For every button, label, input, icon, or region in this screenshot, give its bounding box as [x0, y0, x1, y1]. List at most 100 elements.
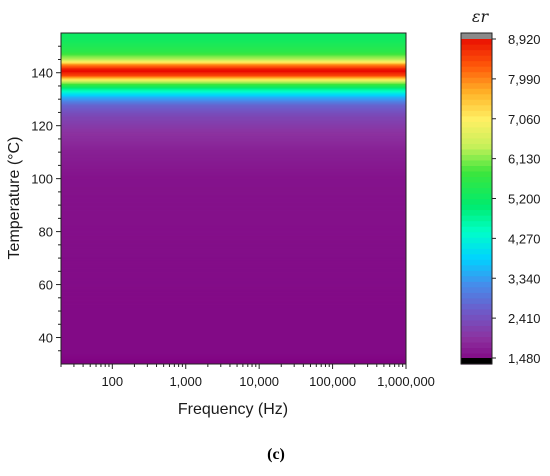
heatmap-band	[61, 197, 406, 200]
colorbar-step	[461, 314, 492, 321]
heatmap-band	[61, 340, 406, 343]
colorbar-step	[461, 347, 492, 354]
heatmap-band	[61, 227, 406, 230]
heatmap-band	[61, 36, 406, 39]
heatmap-band	[61, 175, 406, 178]
heatmap-band	[61, 63, 406, 66]
heatmap-band	[61, 263, 406, 266]
heatmap-band	[61, 50, 406, 53]
colorbar-step	[461, 121, 492, 128]
heatmap-band	[61, 72, 406, 75]
heatmap-band	[61, 224, 406, 227]
heatmap-band	[61, 129, 406, 132]
heatmap-band	[61, 62, 406, 65]
heatmap-band	[61, 361, 406, 364]
heatmap-band	[61, 187, 406, 190]
colorbar-step	[461, 319, 492, 326]
heatmap-band	[61, 76, 406, 79]
heatmap-band	[61, 275, 406, 278]
heatmap-band	[61, 109, 406, 112]
heatmap-band	[61, 133, 406, 136]
heatmap-band	[61, 254, 406, 257]
heatmap-band	[61, 326, 406, 329]
heatmap-band	[61, 210, 406, 213]
heatmap-band	[61, 293, 406, 296]
heatmap-band	[61, 256, 406, 259]
heatmap-band	[61, 206, 406, 209]
heatmap-band	[61, 191, 406, 194]
heatmap-band	[61, 164, 406, 166]
heatmap-band	[61, 88, 406, 91]
heatmap-band	[61, 342, 406, 345]
heatmap-band	[61, 55, 406, 58]
y-axis: 40 60 80 100 120 140	[31, 45, 61, 352]
colorbar-step	[461, 204, 492, 211]
heatmap-band	[61, 291, 406, 294]
colorbar-step	[461, 176, 492, 183]
heatmap-band	[61, 79, 406, 82]
heatmap-band	[61, 349, 406, 352]
heatmap-band	[61, 183, 406, 186]
colorbar-tick-label: 6,130	[508, 152, 541, 167]
heatmap-band	[61, 56, 406, 59]
heatmap-band	[61, 125, 406, 128]
colorbar-tick-label: 7,060	[508, 112, 541, 127]
heatmap-band	[61, 334, 406, 337]
heatmap-band	[61, 111, 406, 114]
heatmap-band	[61, 268, 406, 271]
colorbar-tick-label: 5,200	[508, 192, 541, 207]
heatmap-band	[61, 281, 406, 284]
colorbar-step	[461, 220, 492, 227]
heatmap-band	[61, 329, 406, 332]
heatmap-band	[61, 142, 406, 145]
heatmap-band	[61, 228, 406, 231]
heatmap-band	[61, 244, 406, 247]
heatmap-band	[61, 35, 406, 38]
heatmap-band	[61, 96, 406, 99]
heatmap-band	[61, 215, 406, 218]
heatmap-band	[61, 181, 406, 184]
colorbar-step	[461, 215, 492, 222]
heatmap-band	[61, 46, 406, 49]
heatmap-band	[61, 303, 406, 306]
heatmap-band	[61, 311, 406, 313]
colorbar-step	[461, 259, 492, 266]
heatmap-band	[61, 97, 406, 100]
colorbar-step	[461, 49, 492, 56]
heatmap-band	[61, 157, 406, 160]
colorbar-step	[461, 55, 492, 62]
heatmap-band	[61, 150, 406, 153]
heatmap-band	[61, 83, 406, 86]
heatmap-band	[61, 113, 406, 116]
heatmap-band	[61, 173, 406, 176]
colorbar-step	[461, 44, 492, 51]
colorbar-step	[461, 148, 492, 155]
colorbar-tick-label: 7,990	[508, 72, 541, 87]
heatmap-band	[61, 280, 406, 283]
heatmap-band	[61, 217, 406, 219]
colorbar-step	[461, 82, 492, 89]
heatmap-band	[61, 345, 406, 348]
heatmap-band	[61, 153, 406, 156]
heatmap-band	[61, 252, 406, 255]
heatmap-band	[61, 103, 406, 106]
heatmap-band	[61, 128, 406, 131]
heatmap-band	[61, 104, 406, 107]
heatmap-band	[61, 320, 406, 323]
heatmap-band	[61, 243, 406, 246]
heatmap-band	[61, 95, 406, 98]
heatmap-band	[61, 328, 406, 331]
heatmap-band	[61, 205, 406, 208]
heatmap-band	[61, 71, 406, 74]
heatmap-band	[61, 352, 406, 355]
heatmap-band	[61, 239, 406, 242]
heatmap-band	[61, 38, 406, 41]
heatmap-band	[61, 221, 406, 223]
heatmap-band	[61, 179, 406, 182]
heatmap-band	[61, 137, 406, 140]
x-axis: 100 1,000 10,000 100,000 1,000,000	[60, 364, 435, 389]
heatmap-band	[61, 321, 406, 324]
heatmap-band	[61, 124, 406, 127]
y-tick-label: 140	[31, 66, 53, 81]
heatmap-band	[61, 234, 406, 237]
